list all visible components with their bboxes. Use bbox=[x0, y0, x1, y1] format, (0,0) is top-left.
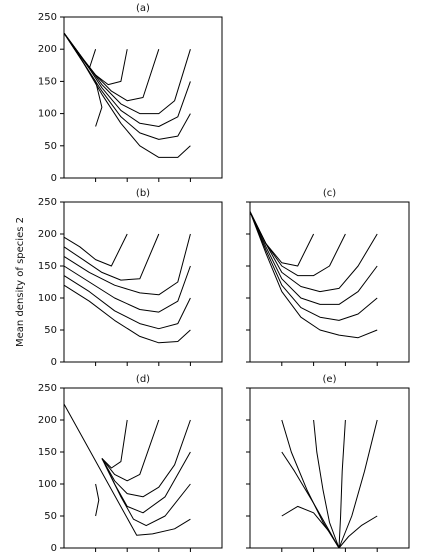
panel-title: (d) bbox=[136, 374, 150, 385]
plot-frame bbox=[63, 387, 223, 549]
trajectory bbox=[281, 419, 340, 549]
trajectory bbox=[63, 233, 128, 267]
trajectory bbox=[338, 515, 378, 549]
trajectory bbox=[281, 505, 340, 549]
trajectory bbox=[63, 275, 191, 330]
trajectory bbox=[338, 419, 346, 549]
trajectory bbox=[63, 32, 103, 127]
y-tick-label: 250 bbox=[38, 197, 57, 208]
trajectory bbox=[249, 211, 378, 293]
trajectory bbox=[63, 32, 128, 86]
trajectory bbox=[281, 451, 340, 549]
y-tick-label: 0 bbox=[51, 543, 57, 553]
y-tick-label: 200 bbox=[38, 229, 57, 240]
trajectory bbox=[63, 32, 191, 127]
trajectory bbox=[63, 233, 160, 281]
y-tick-label: 100 bbox=[38, 479, 57, 490]
y-tick-label: 250 bbox=[38, 383, 57, 394]
y-tick-label: 50 bbox=[44, 325, 57, 336]
trajectory bbox=[63, 403, 191, 536]
trajectory bbox=[63, 284, 191, 344]
trajectory bbox=[63, 32, 97, 69]
trajectory bbox=[95, 483, 100, 517]
trajectory bbox=[313, 419, 340, 549]
panel-title: (c) bbox=[323, 188, 336, 199]
trajectory bbox=[63, 233, 191, 296]
trajectory bbox=[101, 419, 128, 469]
y-tick-label: 100 bbox=[38, 109, 57, 120]
trajectory bbox=[249, 211, 378, 339]
trajectory bbox=[63, 32, 191, 140]
panel-title: (b) bbox=[136, 188, 150, 199]
y-tick-label: 100 bbox=[38, 293, 57, 304]
panel-title: (e) bbox=[323, 374, 337, 385]
y-tick-label: 0 bbox=[51, 357, 57, 368]
trajectory bbox=[101, 419, 160, 482]
y-tick-label: 50 bbox=[44, 511, 57, 522]
y-tick-label: 150 bbox=[38, 447, 57, 458]
y-tick-label: 0 bbox=[51, 173, 57, 184]
y-tick-label: 200 bbox=[38, 44, 57, 55]
plot-frame bbox=[249, 201, 410, 363]
plot-frame bbox=[249, 387, 410, 549]
trajectory bbox=[249, 211, 315, 267]
trajectory bbox=[249, 211, 378, 321]
y-tick-label: 200 bbox=[38, 415, 57, 426]
y-tick-label: 50 bbox=[44, 141, 57, 152]
y-tick-label: 250 bbox=[38, 12, 57, 23]
panel-title: (a) bbox=[136, 3, 150, 14]
y-tick-label: 150 bbox=[38, 76, 57, 87]
trajectory bbox=[101, 419, 191, 498]
trajectory bbox=[338, 419, 378, 549]
trajectory bbox=[63, 32, 191, 115]
trajectory bbox=[63, 32, 160, 102]
y-axis-label: Mean density of species 2 bbox=[15, 217, 26, 347]
plot-frame bbox=[63, 16, 223, 179]
trajectory bbox=[63, 265, 191, 313]
trajectory bbox=[101, 451, 191, 514]
trajectory bbox=[249, 211, 378, 305]
plot-frame bbox=[63, 201, 223, 363]
y-tick-label: 150 bbox=[38, 261, 57, 272]
